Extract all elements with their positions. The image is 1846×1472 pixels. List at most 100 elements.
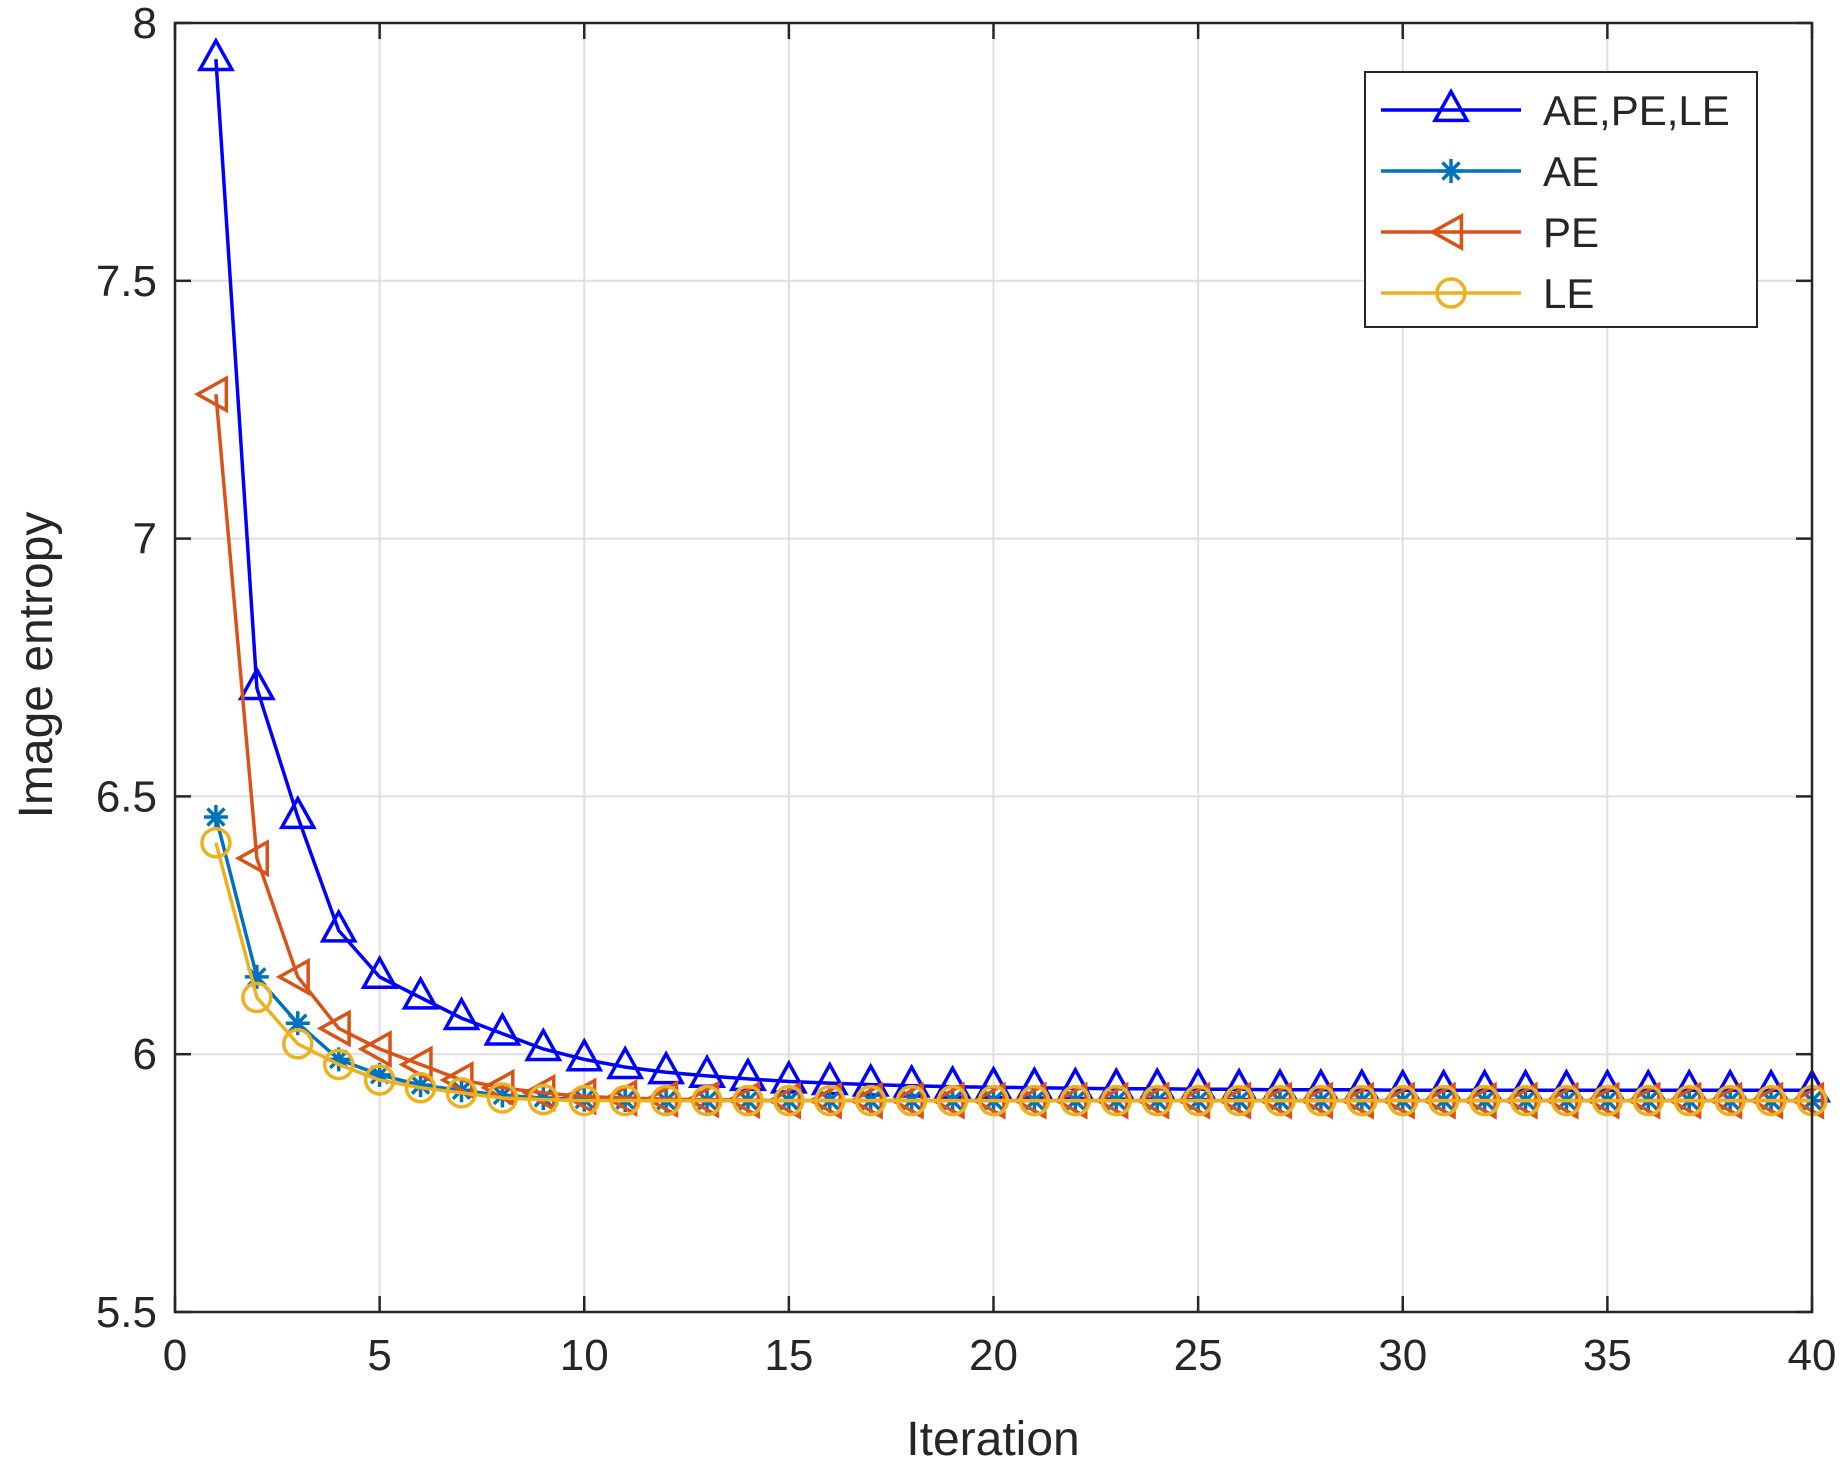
data-point xyxy=(527,1083,560,1116)
data-point xyxy=(1427,1084,1460,1117)
data-point xyxy=(234,839,269,878)
data-point xyxy=(1305,1084,1337,1117)
series-le xyxy=(200,827,1828,1117)
data-point xyxy=(1591,1084,1624,1117)
data-point xyxy=(1509,1084,1542,1117)
data-point xyxy=(483,1011,522,1046)
data-point xyxy=(244,964,269,989)
series-group xyxy=(193,37,1831,1120)
axes xyxy=(173,21,1814,1314)
data-point xyxy=(1141,1084,1173,1117)
data-point xyxy=(1100,1084,1133,1117)
data-point xyxy=(275,957,310,996)
data-point xyxy=(977,1084,1010,1117)
legend-label: LE xyxy=(1543,270,1594,317)
data-point xyxy=(854,1084,887,1117)
legend-entry: PE xyxy=(1381,209,1599,256)
data-point xyxy=(773,1084,805,1117)
data-point xyxy=(1018,1084,1051,1117)
data-point xyxy=(1182,1084,1214,1117)
data-point xyxy=(1632,1084,1665,1117)
data-point xyxy=(490,1083,515,1108)
data-point xyxy=(895,1084,928,1117)
data-point xyxy=(1673,1084,1705,1117)
data-point xyxy=(445,1077,478,1109)
data-point xyxy=(200,827,232,859)
data-point xyxy=(439,1061,474,1099)
data-point xyxy=(691,1084,723,1117)
data-point xyxy=(322,1048,355,1081)
legend-label: AE,PE,LE xyxy=(1543,87,1730,134)
data-point xyxy=(524,1027,563,1062)
data-point xyxy=(568,1084,600,1117)
series-line xyxy=(214,58,1812,1093)
data-point xyxy=(282,1028,314,1060)
legend-box xyxy=(1364,71,1758,328)
data-point xyxy=(319,908,358,943)
data-point xyxy=(1387,1084,1419,1117)
data-point xyxy=(1714,1084,1746,1117)
x-axis-label: Iteration xyxy=(906,1413,1079,1466)
data-point xyxy=(1755,1084,1787,1117)
legend: AE,PE,LE AE PE LE xyxy=(1364,71,1758,328)
data-point xyxy=(404,1071,437,1104)
data-point xyxy=(1468,1084,1501,1117)
x-tick-label: 20 xyxy=(969,1331,1018,1380)
data-point xyxy=(609,1084,641,1117)
data-point xyxy=(408,1073,433,1098)
legend-entry: AE,PE,LE xyxy=(1381,87,1730,134)
data-point xyxy=(442,996,481,1031)
data-point xyxy=(1223,1084,1255,1117)
legend-marker xyxy=(1439,159,1463,183)
data-point xyxy=(360,954,399,990)
data-point xyxy=(565,1037,604,1072)
data-point xyxy=(1264,1084,1296,1117)
legend-entry: AE xyxy=(1381,148,1599,195)
tick-labels: 0 5 10 15 20 25 30 35 40 5.5 6 6.5 7 7.5 8 xyxy=(96,0,1837,1380)
data-point xyxy=(1346,1084,1378,1117)
data-point xyxy=(363,1064,396,1096)
legend-label: PE xyxy=(1543,209,1599,256)
data-point xyxy=(203,805,228,830)
y-tick-label: 5.5 xyxy=(96,1288,157,1337)
data-point xyxy=(1059,1084,1092,1117)
x-tick-label: 25 xyxy=(1174,1331,1223,1380)
legend-marker xyxy=(1428,213,1464,251)
data-point xyxy=(326,1047,351,1072)
y-tick-label: 8 xyxy=(133,0,157,48)
data-point xyxy=(647,1050,686,1085)
data-point xyxy=(401,975,440,1010)
y-tick-label: 6 xyxy=(133,1030,157,1079)
data-point xyxy=(367,1062,392,1087)
data-point xyxy=(357,1030,392,1069)
data-point xyxy=(603,1079,638,1118)
data-point xyxy=(606,1045,645,1080)
data-point xyxy=(486,1082,519,1114)
y-tick-label: 6.5 xyxy=(96,772,157,821)
x-tick-label: 15 xyxy=(764,1331,813,1380)
x-tick-label: 10 xyxy=(560,1331,609,1380)
data-point xyxy=(732,1084,764,1117)
x-tick-label: 35 xyxy=(1583,1331,1632,1380)
data-point xyxy=(1550,1084,1583,1117)
x-tick-label: 5 xyxy=(367,1331,391,1380)
legend-label: AE xyxy=(1543,148,1599,195)
data-point xyxy=(814,1084,846,1117)
data-point xyxy=(936,1084,969,1117)
legend-marker xyxy=(1432,87,1470,123)
series-line xyxy=(214,842,1812,1103)
data-point xyxy=(1789,1081,1825,1120)
data-point xyxy=(650,1084,682,1117)
data-point xyxy=(196,37,235,72)
data-point xyxy=(285,1011,310,1036)
legend-marker xyxy=(1435,277,1467,309)
x-tick-label: 0 xyxy=(163,1331,187,1380)
y-tick-label: 7 xyxy=(133,515,157,564)
data-point xyxy=(278,795,317,830)
data-point xyxy=(193,375,229,414)
x-tick-label: 30 xyxy=(1378,1331,1427,1380)
data-point xyxy=(237,666,276,701)
data-point xyxy=(241,981,273,1014)
